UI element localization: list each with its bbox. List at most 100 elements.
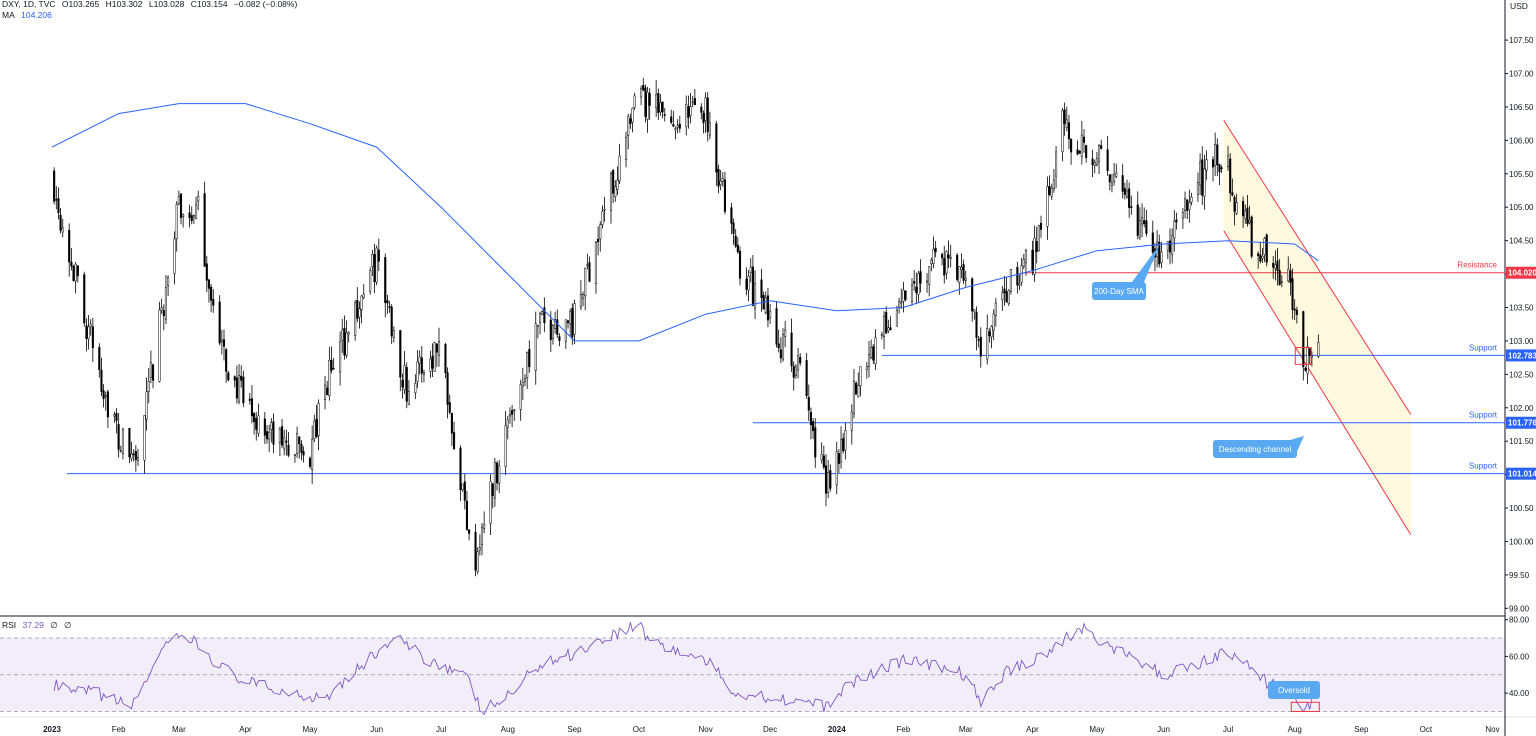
candle-body [296, 433, 299, 454]
candle-body [977, 339, 980, 341]
candle-body [932, 248, 935, 264]
level-price-label-3: 101.014 [1508, 470, 1536, 479]
candle-body [1171, 235, 1174, 255]
candle-body [1031, 250, 1034, 271]
candle-body [182, 214, 185, 217]
candle-body [377, 249, 380, 262]
candle-body [949, 257, 952, 260]
candle-body [551, 325, 555, 339]
candle-body [790, 332, 793, 366]
candle-body [844, 430, 847, 451]
candle-body [287, 444, 290, 456]
candle-body [558, 336, 561, 341]
candle-body [708, 122, 711, 136]
candle-body [444, 343, 447, 373]
candle-body [225, 349, 228, 372]
candle-body [917, 272, 920, 295]
candle-body [89, 323, 92, 327]
candle-body [569, 311, 572, 325]
candle-body [859, 366, 862, 387]
symbol-label[interactable]: DXY, 1D, TVC [2, 0, 56, 9]
candle-body [375, 247, 378, 283]
candle-body [594, 241, 598, 284]
candle-body [809, 411, 813, 426]
candle-body [192, 215, 195, 218]
candle-body [1304, 367, 1307, 371]
candle-body [1063, 109, 1066, 125]
candle-body [98, 347, 101, 370]
candle-body [715, 123, 718, 173]
candle-body [1308, 348, 1311, 357]
candle-body [253, 412, 256, 423]
candle-body [401, 379, 404, 388]
candle-body [674, 128, 677, 131]
candle-body [805, 360, 808, 397]
candle-body [700, 106, 703, 113]
candle-body [152, 364, 155, 381]
candle-body [618, 155, 621, 182]
candle-body [835, 451, 838, 486]
candle-body [104, 395, 107, 397]
x-axis-label: May [302, 725, 317, 734]
candle-body [732, 222, 735, 234]
candle-body [302, 451, 305, 456]
candle-body [556, 319, 559, 335]
candle-body [543, 307, 546, 323]
candle-body [134, 451, 137, 461]
candle-body [1306, 346, 1309, 374]
candle-body [448, 402, 451, 413]
candle-body [315, 418, 318, 438]
rsi-legend[interactable]: RSI 37.29 ∅ ∅ [2, 620, 75, 631]
candle-body [870, 347, 873, 359]
candle-body [362, 293, 365, 298]
x-axis-label: Feb [112, 725, 126, 734]
candle-body [461, 483, 464, 490]
candle-body [597, 238, 600, 243]
candle-body [1231, 192, 1234, 196]
candle-body [904, 290, 907, 300]
candle-body [354, 302, 357, 336]
candle-body [343, 327, 346, 356]
candle-body [852, 381, 856, 415]
candle-body [143, 415, 146, 461]
candle-body [582, 293, 585, 299]
candle-body [167, 276, 170, 286]
candle-body [491, 483, 494, 497]
candle-body [1055, 151, 1058, 177]
candle-body [988, 331, 991, 337]
candle-body [356, 300, 359, 319]
candle-body [281, 426, 284, 446]
candle-body [1272, 262, 1275, 268]
candle-body [1203, 168, 1206, 197]
candle-body [986, 328, 989, 360]
candle-body [53, 170, 56, 202]
candle-body [723, 179, 727, 212]
level-price-label-0: 104.020 [1508, 269, 1536, 278]
candle-body [627, 116, 630, 136]
candle-body [1067, 122, 1071, 140]
candle-body [392, 330, 395, 338]
ma-legend[interactable]: MA 104.206 [2, 10, 56, 20]
x-axis-label: 2024 [828, 725, 846, 734]
candle-body [420, 357, 423, 374]
candle-body [360, 295, 363, 311]
candle-body [526, 352, 529, 379]
ma-line [51, 103, 1319, 342]
candle-body [1125, 190, 1129, 198]
candle-body [642, 84, 645, 91]
candle-body [631, 108, 634, 123]
candle-body [588, 262, 591, 282]
candle-body [268, 431, 271, 440]
candle-body [644, 87, 647, 117]
candle-body [919, 271, 922, 284]
candle-body [549, 319, 552, 340]
candle-body [648, 93, 651, 106]
candle-body [779, 349, 782, 359]
candle-body [257, 415, 260, 434]
candle-body [390, 306, 393, 337]
candle-body [760, 279, 763, 298]
level-price-label-1: 102.783 [1508, 351, 1536, 360]
x-axis-label: Jun [370, 725, 383, 734]
candle-body [975, 312, 978, 338]
